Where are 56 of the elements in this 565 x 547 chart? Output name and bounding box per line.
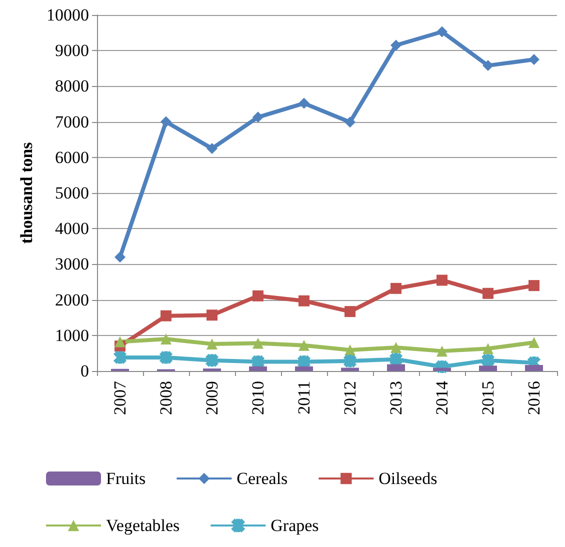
point <box>390 40 402 51</box>
point <box>252 112 264 123</box>
point <box>160 333 172 344</box>
point <box>206 310 218 321</box>
point <box>298 98 310 109</box>
point <box>298 295 310 306</box>
y-tick-label: 7000 <box>55 112 89 132</box>
y-tick-label: 5000 <box>55 184 89 202</box>
legend-label: Vegetables <box>106 516 180 535</box>
point <box>114 336 126 348</box>
x-tick-label: 2013 <box>386 381 406 415</box>
point <box>482 288 494 299</box>
y-tick-label: 1000 <box>55 326 89 345</box>
point <box>436 346 448 357</box>
point <box>160 310 172 322</box>
point <box>528 54 540 65</box>
point <box>390 342 402 354</box>
point <box>436 274 448 286</box>
legend-label: Fruits <box>106 469 146 488</box>
point <box>344 116 356 128</box>
point <box>252 290 264 302</box>
point <box>390 282 402 294</box>
y-tick-label: 6000 <box>55 148 89 167</box>
point <box>482 343 494 354</box>
x-tick-label: 2010 <box>248 381 268 415</box>
point <box>482 60 494 72</box>
x-tick-label: 2008 <box>156 381 176 415</box>
y-axis-title: thousand tons <box>17 142 36 244</box>
legend-label: Grapes <box>270 516 319 535</box>
point <box>206 143 218 154</box>
y-tick-label: 0 <box>80 362 89 380</box>
legend-label: Cereals <box>236 469 288 488</box>
point <box>298 340 310 351</box>
legend-label: Oilseeds <box>378 469 438 488</box>
x-tick-label: 2014 <box>432 380 452 415</box>
x-tick-label: 2016 <box>524 381 544 415</box>
point <box>344 344 356 356</box>
y-tick-label: 9000 <box>55 41 89 60</box>
point <box>344 306 356 318</box>
x-tick-label: 2015 <box>478 381 498 415</box>
y-tick-label: 8000 <box>55 76 89 96</box>
point <box>206 338 218 350</box>
point <box>160 116 172 128</box>
x-tick-label: 2012 <box>340 381 360 415</box>
y-tick-label: 2000 <box>55 290 89 310</box>
point <box>528 280 540 292</box>
point <box>114 252 126 263</box>
y-tick-label: 4000 <box>55 219 89 238</box>
x-tick-label: 2009 <box>202 381 222 415</box>
point <box>436 26 448 38</box>
y-tick-label: 3000 <box>55 254 89 274</box>
point <box>528 337 540 348</box>
point <box>252 338 264 349</box>
x-tick-label: 2011 <box>294 381 314 414</box>
x-tick-label: 2007 <box>110 380 130 415</box>
y-tick-label: 10000 <box>46 6 89 24</box>
